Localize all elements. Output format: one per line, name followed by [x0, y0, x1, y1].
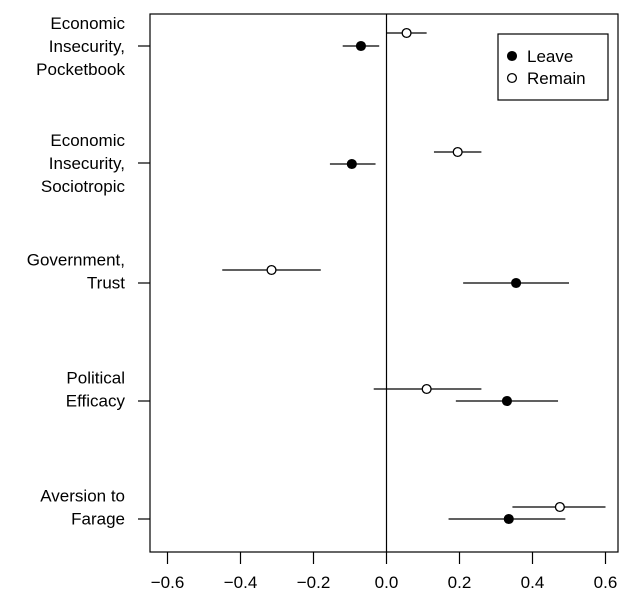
point-estimate-leave — [503, 513, 514, 525]
legend-marker-leave — [506, 50, 518, 62]
legend-label-remain: Remain — [527, 69, 586, 88]
point-estimate-leave — [511, 277, 522, 289]
x-tick-label: 0.4 — [521, 573, 545, 592]
category-label: Sociotropic — [41, 177, 126, 196]
category-label: Efficacy — [66, 392, 126, 411]
point-estimate-remain — [452, 146, 463, 158]
x-tick-label: −0.4 — [224, 573, 258, 592]
category-label: Economic — [50, 131, 125, 150]
legend-box — [497, 33, 609, 101]
point-estimate-remain — [401, 27, 412, 39]
category-label: Farage — [71, 510, 125, 529]
category-label: Trust — [87, 274, 125, 293]
category-label: Economic — [50, 14, 125, 33]
category-label: Pocketbook — [36, 60, 125, 79]
category-label: Political — [66, 369, 125, 388]
category-label: Insecurity, — [49, 154, 125, 173]
category-label: Insecurity, — [49, 37, 125, 56]
point-estimate-leave — [355, 40, 367, 52]
x-tick-label: −0.2 — [297, 573, 331, 592]
x-tick-label: −0.6 — [151, 573, 185, 592]
point-estimate-leave — [501, 395, 513, 407]
legend-label-leave: Leave — [527, 47, 573, 66]
point-estimate-remain — [421, 383, 432, 395]
category-label: Government, — [27, 251, 125, 270]
point-estimate-remain — [554, 501, 565, 513]
x-tick-label: 0.6 — [594, 573, 618, 592]
x-tick-label: 0.0 — [375, 573, 399, 592]
legend-marker-remain — [506, 72, 518, 84]
point-estimate-remain — [266, 264, 277, 276]
point-estimate-leave — [346, 158, 357, 170]
x-tick-label: 0.2 — [448, 573, 472, 592]
category-label: Aversion to — [40, 487, 125, 506]
